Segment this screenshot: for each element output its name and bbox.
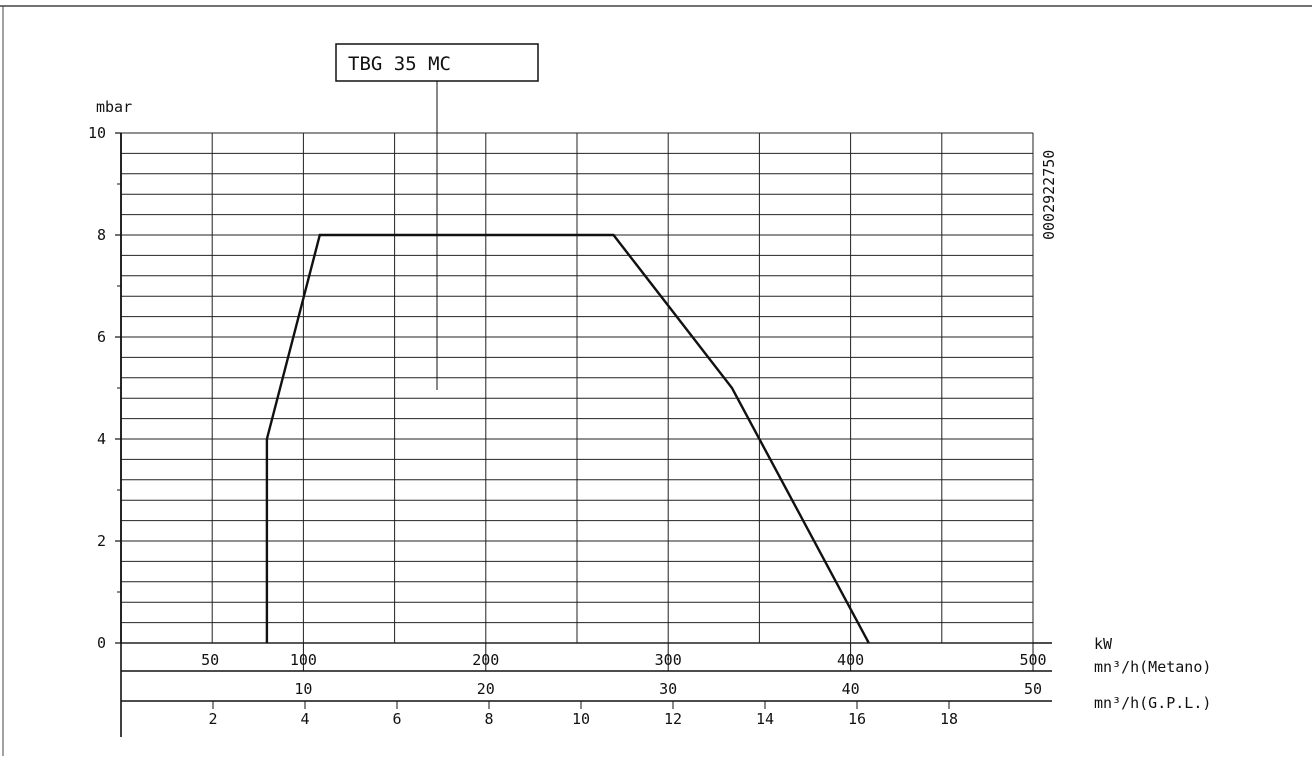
x-axis-unit-kw: kW: [1094, 635, 1113, 653]
x-tick-label-gpl: 16: [848, 710, 866, 728]
working-field-curve: [265, 233, 870, 644]
model-label-box: [335, 43, 539, 82]
x-tick-label-gpl: 12: [664, 710, 682, 728]
x-tick-label-gpl: 14: [756, 710, 774, 728]
x-tick-label-metano: 40: [842, 680, 860, 698]
x-tick-label-metano: 10: [294, 680, 312, 698]
x-tick-label-gpl: 18: [940, 710, 958, 728]
x-tick-label-gpl: 8: [484, 710, 493, 728]
y-axis-title: mbar: [96, 98, 132, 116]
y-tick-label: 6: [97, 328, 106, 346]
x-tick-label-gpl: 2: [208, 710, 217, 728]
x-tick-label-gpl: 4: [300, 710, 309, 728]
x-tick-label-gpl: 6: [392, 710, 401, 728]
y-tick-label: 0: [97, 634, 106, 652]
y-tick-label: 4: [97, 430, 106, 448]
x-tick-label-kw: 50: [201, 651, 219, 669]
x-tick-label-metano: 20: [477, 680, 495, 698]
x-tick-label-metano: 50: [1024, 680, 1042, 698]
y-tick-label: 10: [88, 124, 106, 142]
x-tick-label-metano: 30: [659, 680, 677, 698]
x-tick-label-gpl: 10: [572, 710, 590, 728]
doc-code: 0002922750: [1040, 150, 1058, 240]
x-axis-unit-metano: mn³/h(Metano): [1094, 658, 1211, 676]
y-tick-label: 8: [97, 226, 106, 244]
y-tick-label: 2: [97, 532, 106, 550]
model-label: TBG 35 MC: [348, 53, 451, 75]
y-axis: 0 2 4 6 8 10: [88, 124, 122, 737]
series-layer: [265, 233, 870, 644]
x-axis-unit-gpl: mn³/h(G.P.L.): [1094, 694, 1211, 712]
grid: [120, 132, 1034, 644]
